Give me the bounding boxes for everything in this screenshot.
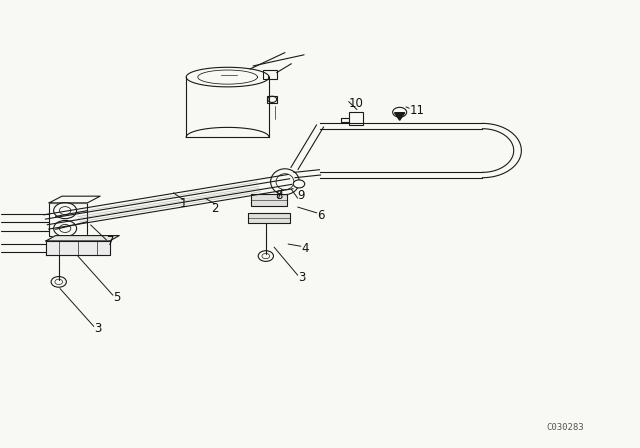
Circle shape <box>51 276 67 287</box>
Circle shape <box>54 202 77 219</box>
Bar <box>262 70 276 79</box>
Circle shape <box>258 251 273 261</box>
Text: 7: 7 <box>106 235 114 248</box>
Polygon shape <box>49 196 100 203</box>
Text: 2: 2 <box>211 202 219 215</box>
Circle shape <box>54 220 77 237</box>
Text: 3: 3 <box>298 271 305 284</box>
Text: 9: 9 <box>298 189 305 202</box>
Bar <box>49 203 88 236</box>
Text: 1: 1 <box>179 198 187 211</box>
Bar <box>349 112 363 125</box>
Bar <box>248 213 290 223</box>
Text: 4: 4 <box>301 242 308 255</box>
Polygon shape <box>46 241 109 255</box>
Polygon shape <box>186 67 269 87</box>
Polygon shape <box>394 113 404 120</box>
Text: 8: 8 <box>275 189 282 202</box>
Ellipse shape <box>393 108 406 117</box>
Text: 6: 6 <box>317 209 324 222</box>
Text: C030283: C030283 <box>547 423 584 432</box>
Text: 3: 3 <box>94 322 101 335</box>
Bar <box>252 194 287 206</box>
Bar <box>267 96 277 103</box>
Text: 11: 11 <box>409 104 424 117</box>
Text: 10: 10 <box>349 97 364 110</box>
Circle shape <box>293 180 305 188</box>
Text: 5: 5 <box>113 291 120 304</box>
Ellipse shape <box>271 169 300 194</box>
Polygon shape <box>46 236 119 241</box>
